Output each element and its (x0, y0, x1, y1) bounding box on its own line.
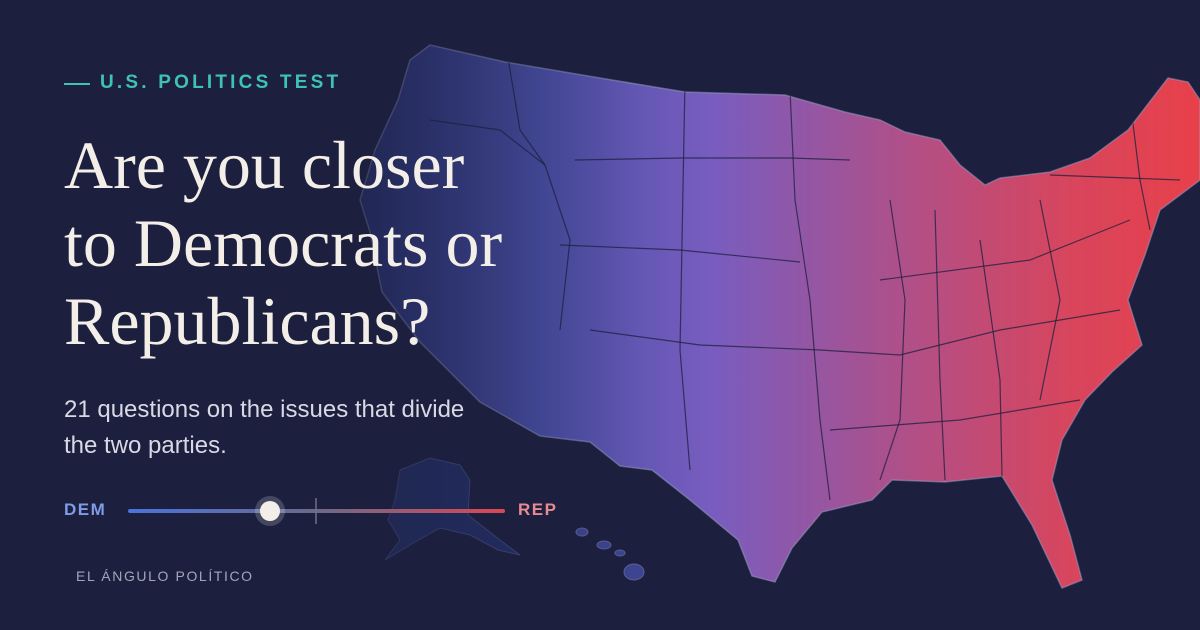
slider (128, 496, 505, 526)
headline-line: to Democrats or (64, 205, 503, 281)
headline-line: Republicans? (64, 283, 431, 359)
headline: Are you closer to Democrats or Republica… (64, 126, 502, 360)
subtitle-line: 21 questions on the issues that divide (64, 396, 465, 423)
text-shade (0, 0, 660, 630)
slider-knob[interactable] (260, 501, 280, 521)
footer: EL ÁNGULO POLÍTICO (76, 568, 254, 584)
headline-line: Are you closer (64, 127, 465, 203)
subtitle: 21 questions on the issues that divide t… (64, 392, 464, 464)
kicker: U.S. POLITICS TEST (100, 72, 342, 93)
kicker-dash (64, 83, 90, 85)
subtitle-line: the two parties. (64, 432, 227, 459)
slider-right-label: REP (518, 500, 558, 519)
slider-left-label: DEM (64, 500, 107, 519)
